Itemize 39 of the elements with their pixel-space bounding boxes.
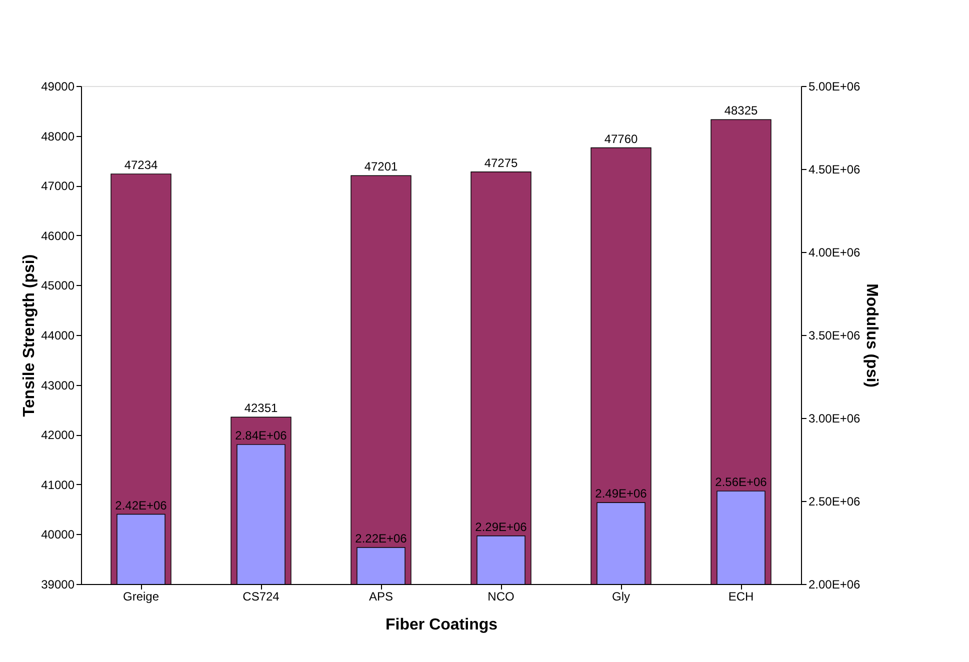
y-tick-label: 43000 (41, 378, 75, 392)
data-label: 2.56E+06 (715, 475, 768, 490)
x-tick-label: Greige (122, 590, 160, 604)
y2-tick-label: 4.50E+06 (808, 162, 861, 176)
y-tick-label: 49000 (41, 80, 75, 94)
y-tick-label: 45000 (41, 278, 75, 293)
data-label: 2.42E+06 (115, 498, 168, 512)
y-tick-label: 42000 (41, 428, 75, 442)
y2-tick-label: 4.00E+06 (808, 246, 861, 260)
data-label: 2.29E+06 (475, 520, 528, 534)
y2-axis-title: Modulus (psi) (863, 284, 880, 388)
data-label: 47760 (604, 132, 638, 146)
y-tick-label: 44000 (41, 328, 75, 342)
x-tick-label: ECH (728, 590, 754, 604)
data-label: 2.84E+06 (235, 428, 288, 443)
x-tick-label: Gly (612, 590, 630, 604)
data-label: 2.22E+06 (355, 531, 408, 546)
y-tick-label: 48000 (41, 129, 75, 144)
data-label: 48325 (724, 104, 758, 118)
data-label: 47275 (484, 156, 518, 170)
y-tick-label: 46000 (41, 228, 75, 243)
x-tick-label: APS (368, 590, 394, 604)
y-tick-label: 40000 (41, 528, 75, 542)
y2-tick-label: 5.00E+06 (808, 80, 861, 94)
y-tick-label: 39000 (41, 578, 75, 592)
y2-tick-label: 2.50E+06 (808, 494, 861, 508)
x-tick-label: NCO (488, 590, 514, 604)
y2-tick-label: 2.00E+06 (808, 578, 861, 592)
y-tick-label: 47000 (41, 179, 75, 194)
data-label: 42351 (244, 401, 278, 416)
y2-tick-label: 3.50E+06 (808, 328, 861, 342)
x-axis-title: Fiber Coatings (385, 616, 498, 634)
x-tick-label: CS724 (242, 590, 280, 604)
y-axis-title: Tensile Strength (psi) (21, 254, 38, 417)
data-label: 47234 (124, 158, 158, 172)
y-tick-label: 41000 (41, 478, 75, 492)
data-label: 47201 (364, 160, 398, 174)
y2-tick-label: 3.00E+06 (808, 412, 861, 426)
data-label: 2.49E+06 (595, 486, 648, 501)
